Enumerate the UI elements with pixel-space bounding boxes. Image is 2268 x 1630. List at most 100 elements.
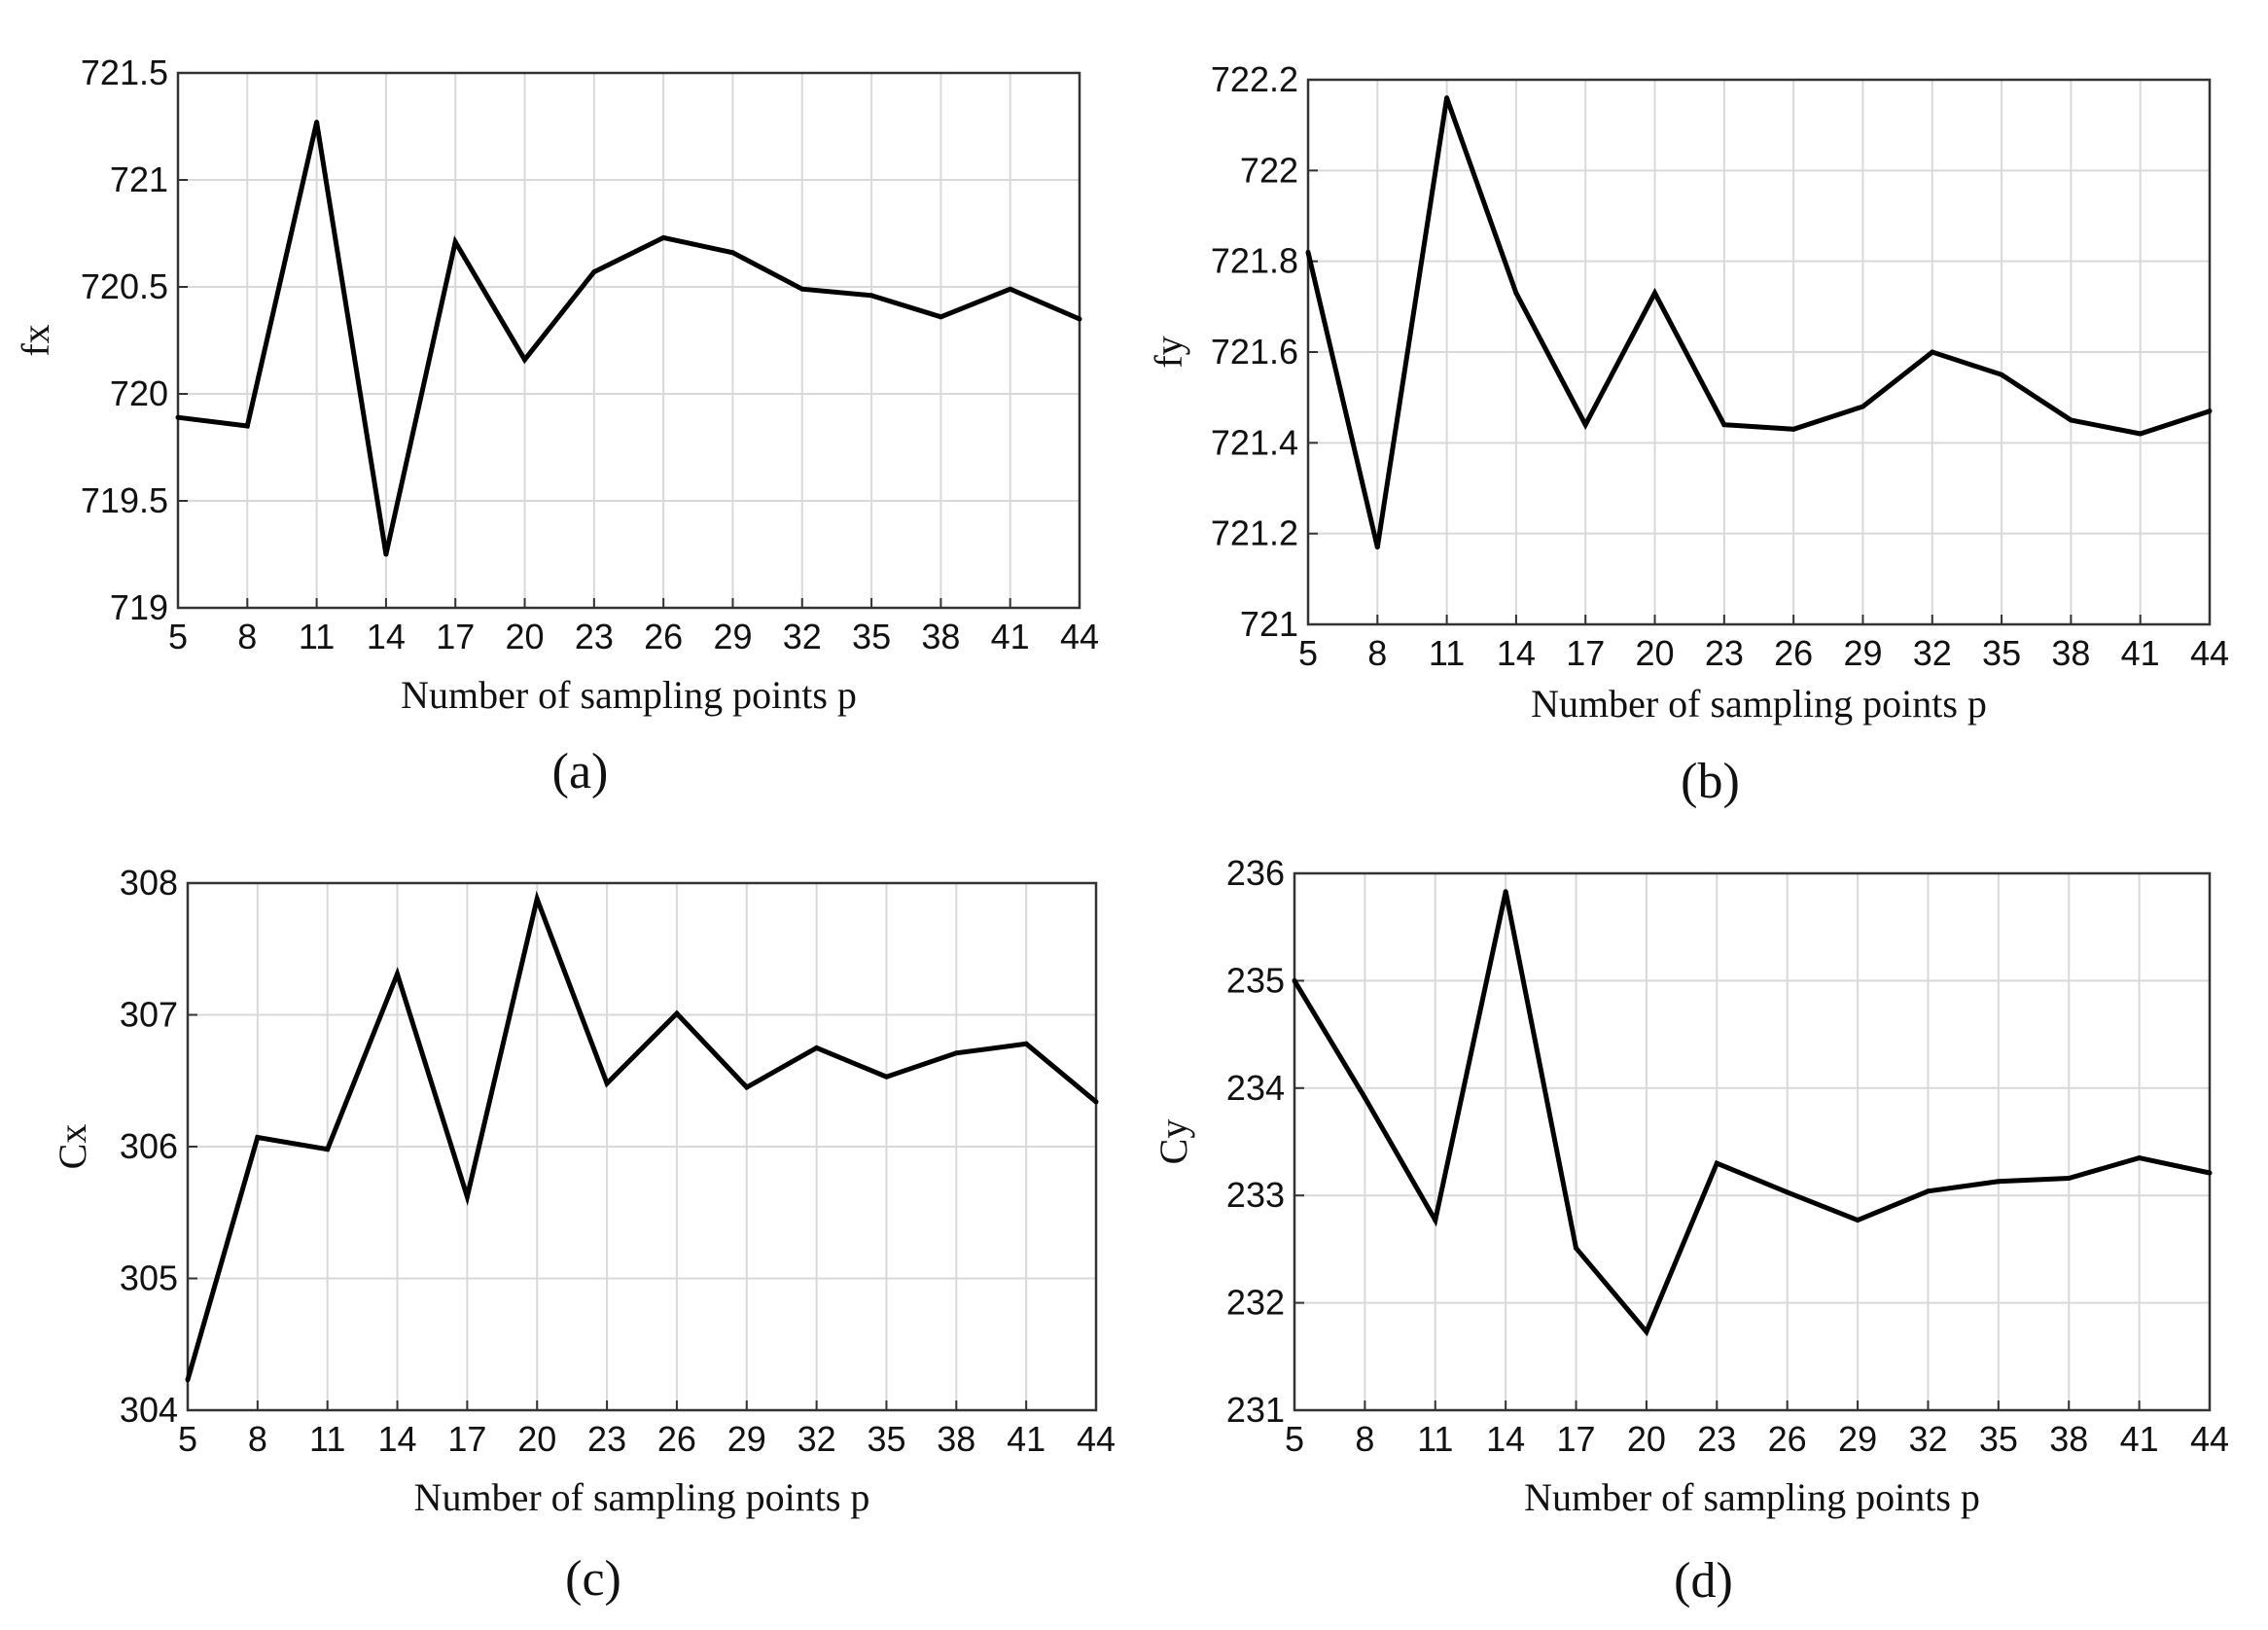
- x-tick-label: 23: [1697, 1419, 1736, 1459]
- panel-d: 5 8 11 14 17 20 23 26 29 32 35 38 41 44 231 232 233 234 23…: [1152, 853, 2229, 1609]
- series-line: [185, 890, 1098, 1381]
- panel-label: (d): [1674, 1553, 1733, 1609]
- data-point: [1790, 426, 1796, 432]
- x-tick-label: 17: [447, 1419, 486, 1459]
- x-tick-label: 20: [1627, 1419, 1666, 1459]
- y-tick-label: 305: [120, 1258, 178, 1298]
- x-tick-label: 20: [506, 617, 545, 656]
- y-tick-label: 721.6: [1211, 332, 1298, 372]
- x-tick-label: 35: [1982, 633, 2021, 673]
- y-tick-label: 721.4: [1211, 422, 1298, 462]
- data-point: [464, 1193, 470, 1199]
- x-tick-label: 20: [1636, 633, 1675, 673]
- data-point: [674, 1010, 680, 1016]
- data-point: [1292, 977, 1297, 983]
- x-tick-label: 14: [1497, 633, 1536, 673]
- x-tick-label: 26: [1768, 1419, 1807, 1459]
- data-point: [383, 551, 389, 557]
- data-point: [1093, 1099, 1099, 1105]
- x-tick-label: 38: [937, 1419, 975, 1459]
- data-point: [175, 414, 181, 420]
- x-tick-label: 44: [1077, 1419, 1116, 1459]
- x-tick-label: 41: [1007, 1419, 1045, 1459]
- series-line: [1305, 96, 2211, 549]
- data-point: [244, 423, 250, 429]
- y-tick-label: 721.2: [1211, 514, 1298, 553]
- x-tick-label: 38: [2049, 1419, 2088, 1459]
- y-axis-label: fx: [14, 324, 57, 356]
- y-axis-label: fy: [1147, 336, 1190, 368]
- data-point: [729, 250, 735, 256]
- x-tick-label: 32: [783, 617, 822, 656]
- x-tick-label: 11: [309, 1419, 345, 1459]
- data-point: [185, 1377, 191, 1383]
- data-point: [1930, 349, 1935, 355]
- x-tick-label: 44: [2190, 1419, 2229, 1459]
- data-point: [522, 357, 528, 363]
- x-tick-label: 5: [168, 617, 188, 656]
- y-tick-label: 233: [1226, 1175, 1285, 1215]
- x-tick-label: 32: [1913, 633, 1952, 673]
- x-tick-label: 23: [587, 1419, 626, 1459]
- x-tick-label: 35: [852, 617, 891, 656]
- x-tick-label: 20: [517, 1419, 556, 1459]
- x-tick-label: 41: [2120, 1419, 2159, 1459]
- x-tick-label: 8: [248, 1419, 267, 1459]
- x-tick-label: 11: [1429, 633, 1465, 673]
- panel-label: (a): [552, 744, 609, 799]
- x-tick-label: 26: [644, 617, 683, 656]
- data-point: [814, 1045, 820, 1050]
- data-point: [1855, 1218, 1860, 1223]
- series-line: [177, 122, 1081, 555]
- x-tick-label: 41: [991, 617, 1030, 656]
- x-tick-label: 11: [299, 617, 335, 656]
- data-point: [1785, 1189, 1790, 1195]
- data-point: [1513, 290, 1519, 296]
- y-tick-label: 231: [1226, 1390, 1285, 1430]
- x-tick-label: 38: [921, 617, 960, 656]
- y-tick-label: 721.5: [81, 53, 168, 92]
- x-axis-label: Number of sampling points p: [1531, 682, 1987, 726]
- data-point: [1008, 286, 1013, 292]
- data-point: [744, 1084, 750, 1090]
- x-tick-label: 29: [713, 617, 752, 656]
- data-point: [314, 120, 320, 125]
- y-axis-label: Cx: [51, 1124, 94, 1170]
- x-tick-label: 14: [1486, 1419, 1525, 1459]
- x-tick-label: 26: [1774, 633, 1813, 673]
- y-axis-label: Cy: [1152, 1119, 1195, 1165]
- x-tick-label: 38: [2051, 633, 2090, 673]
- x-tick-label: 14: [378, 1419, 417, 1459]
- data-point: [660, 234, 666, 240]
- x-tick-label: 8: [1367, 633, 1387, 673]
- y-tick-label: 304: [120, 1390, 178, 1430]
- y-tick-label: 232: [1226, 1283, 1285, 1323]
- data-point: [953, 1050, 959, 1056]
- y-tick-label: 236: [1226, 853, 1285, 893]
- x-tick-label: 23: [575, 617, 614, 656]
- x-tick-label: 14: [367, 617, 406, 656]
- data-point: [2207, 1170, 2213, 1176]
- data-point: [1999, 372, 2004, 377]
- x-tick-label: 5: [178, 1419, 197, 1459]
- y-tick-label: 720.5: [81, 266, 168, 306]
- x-axis-label: Number of sampling points p: [1524, 1475, 1980, 1519]
- data-point: [604, 1081, 610, 1086]
- data-point: [1714, 1160, 1719, 1166]
- y-tick-label: 721: [1240, 604, 1298, 644]
- x-tick-label: 5: [1285, 1419, 1304, 1459]
- x-tick-label: 17: [436, 617, 475, 656]
- data-point: [591, 269, 597, 275]
- data-point: [1574, 1245, 1579, 1251]
- data-point: [1362, 1095, 1367, 1101]
- data-point: [1444, 95, 1450, 101]
- y-tick-label: 722: [1240, 150, 1298, 190]
- data-point: [2137, 1155, 2143, 1161]
- data-point: [1925, 1188, 1931, 1194]
- panel-a: 5 8 11 14 17 20 23 26 29 32 35 38 41 44 719 719.5 720 720…: [14, 53, 1099, 799]
- x-tick-label: 44: [2190, 633, 2229, 673]
- data-point: [2207, 408, 2213, 414]
- x-tick-label: 17: [1566, 633, 1605, 673]
- y-tick-label: 722.2: [1211, 59, 1298, 99]
- x-tick-label: 17: [1557, 1419, 1596, 1459]
